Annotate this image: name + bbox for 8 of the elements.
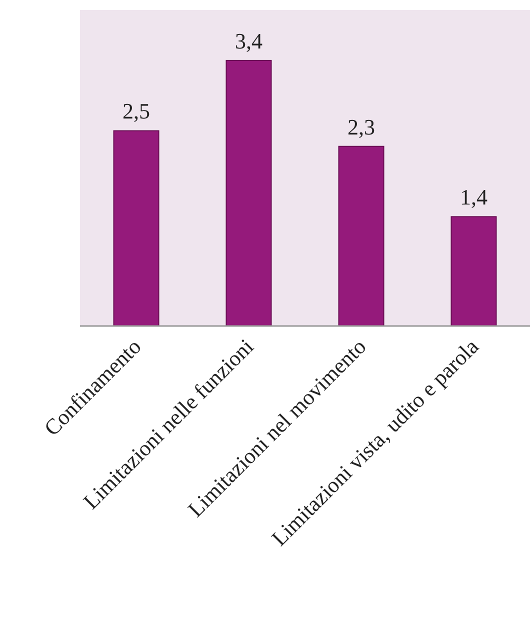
bar bbox=[450, 216, 497, 326]
data-label: 2,3 bbox=[348, 114, 375, 140]
bar bbox=[338, 146, 384, 326]
data-label: 1,4 bbox=[460, 184, 488, 210]
bar bbox=[113, 130, 160, 326]
data-label: 2,5 bbox=[122, 98, 150, 124]
bar bbox=[226, 60, 272, 326]
data-label: 3,4 bbox=[235, 28, 262, 54]
